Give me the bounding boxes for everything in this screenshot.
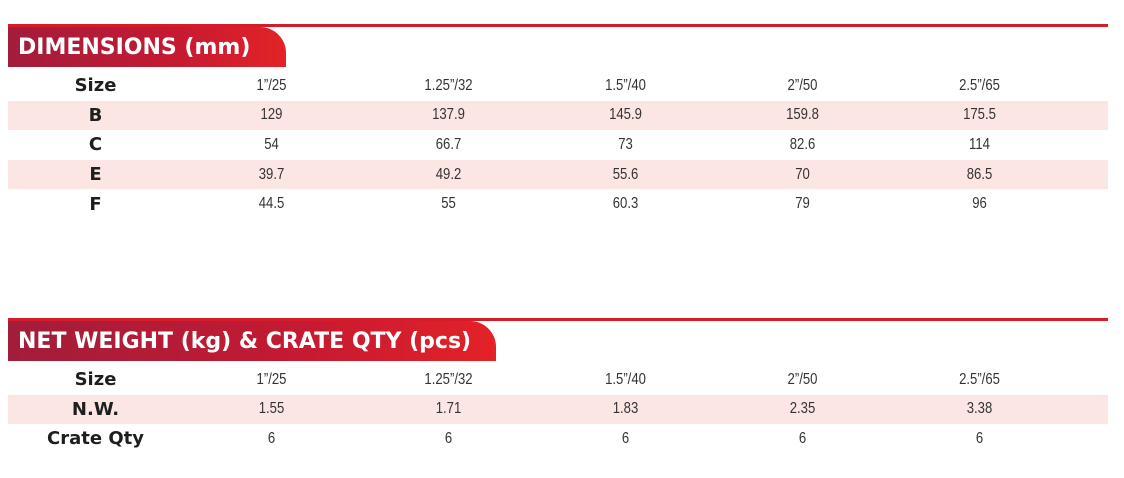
dimensions-title: DIMENSIONS (mm)	[8, 27, 286, 67]
table-cell: 6	[267, 429, 276, 447]
table-row: E 39.7 49.2 55.6 70 86.5	[8, 159, 1108, 190]
table-row: Crate Qty 6 6 6 6 6	[8, 424, 1108, 454]
table-cell: 114	[969, 135, 990, 153]
table-cell: 44.5	[258, 195, 285, 213]
row-label: B	[88, 104, 103, 126]
table-cell: 2.5”/65	[959, 76, 1000, 94]
table-cell: 1.5”/40	[605, 370, 646, 388]
table-cell: 73	[618, 135, 633, 153]
weight-rule	[8, 318, 1108, 321]
table-row: B 129 137.9 145.9 159.8 175.5	[8, 100, 1108, 131]
table-cell: 6	[621, 429, 630, 447]
table-row: F 44.5 55 60.3 79 96	[8, 189, 1108, 219]
table-cell: 2.35	[789, 400, 816, 418]
weight-section: NET WEIGHT (kg) & CRATE QTY (pcs) Size 1”…	[8, 318, 1108, 454]
table-row: Size 1”/25 1.25”/32 1.5”/40 2”/50 2.5”/65	[8, 71, 1108, 101]
table-cell: 96	[972, 195, 987, 213]
table-cell: 1.55	[258, 400, 285, 418]
table-cell: 6	[798, 429, 807, 447]
table-cell: 60.3	[612, 195, 639, 213]
table-row: Size 1”/25 1.25”/32 1.5”/40 2”/50 2.5”/65	[8, 365, 1108, 395]
table-cell: 39.7	[258, 165, 285, 183]
table-cell: 1.5”/40	[605, 76, 646, 94]
table-cell: 1.25”/32	[424, 370, 473, 388]
table-cell: 2”/50	[787, 370, 818, 388]
table-cell: 86.5	[966, 165, 993, 183]
table-cell: 54	[264, 135, 279, 153]
table-cell: 55	[441, 195, 456, 213]
table-cell: 1”/25	[256, 76, 287, 94]
table-cell: 1.83	[612, 400, 639, 418]
table-row: N.W. 1.55 1.71 1.83 2.35 3.38	[8, 394, 1108, 425]
table-cell: 137.9	[432, 106, 465, 124]
table-cell: 1”/25	[256, 370, 287, 388]
row-label: Size	[74, 369, 117, 391]
table-cell: 145.9	[609, 106, 642, 124]
row-label: Crate Qty	[47, 428, 144, 450]
row-label: E	[89, 164, 102, 186]
table-cell: 66.7	[435, 135, 462, 153]
row-label: Size	[74, 75, 117, 97]
table-cell: 55.6	[612, 165, 639, 183]
row-label: C	[88, 134, 103, 156]
table-cell: 70	[795, 165, 810, 183]
weight-table: Size 1”/25 1.25”/32 1.5”/40 2”/50 2.5”/65 N.W.…	[8, 365, 1108, 454]
table-row: C 54 66.7 73 82.6 114	[8, 130, 1108, 160]
weight-title: NET WEIGHT (kg) & CRATE QTY (pcs)	[8, 321, 496, 361]
table-cell: 2.5”/65	[959, 370, 1000, 388]
table-cell: 49.2	[435, 165, 462, 183]
table-cell: 129	[260, 106, 283, 124]
table-cell: 82.6	[789, 135, 816, 153]
table-cell: 6	[975, 429, 984, 447]
table-cell: 175.5	[963, 106, 996, 124]
table-cell: 3.38	[966, 400, 993, 418]
table-cell: 6	[444, 429, 453, 447]
table-cell: 79	[795, 195, 810, 213]
dimensions-rule	[8, 24, 1108, 27]
row-label: N.W.	[71, 398, 120, 420]
table-cell: 1.25”/32	[424, 76, 473, 94]
table-cell: 2”/50	[787, 76, 818, 94]
table-cell: 1.71	[435, 400, 462, 418]
table-cell: 159.8	[786, 106, 819, 124]
dimensions-table: Size 1”/25 1.25”/32 1.5”/40 2”/50 2.5”/65 B 129…	[8, 71, 1108, 219]
dimensions-section: DIMENSIONS (mm) Size 1”/25 1.25”/32 1.5”/40…	[8, 24, 1108, 219]
row-label: F	[89, 193, 102, 215]
